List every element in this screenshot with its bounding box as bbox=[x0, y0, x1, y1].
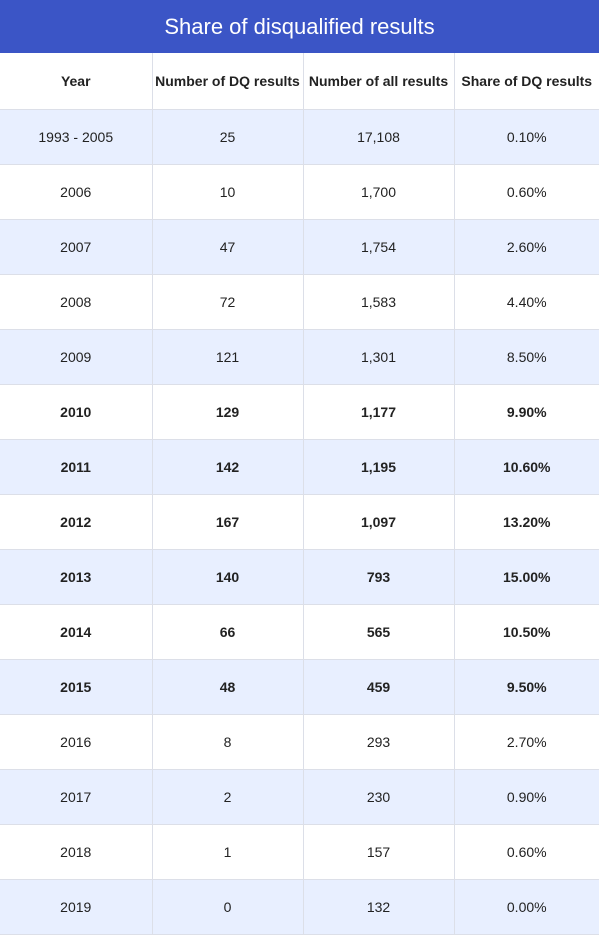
table-row: 2008 72 1,583 4.40% bbox=[0, 274, 599, 330]
table-row: 2018 1 157 0.60% bbox=[0, 824, 599, 880]
cell-dq-count: 72 bbox=[152, 274, 304, 330]
cell-all-count: 230 bbox=[303, 769, 455, 825]
cell-all-count: 157 bbox=[303, 824, 455, 880]
cell-all-count: 293 bbox=[303, 714, 455, 770]
cell-all-count: 1,177 bbox=[303, 384, 455, 440]
cell-dq-count: 1 bbox=[152, 824, 304, 880]
table-row: 2010 129 1,177 9.90% bbox=[0, 384, 599, 440]
table-row: 2012 167 1,097 13.20% bbox=[0, 494, 599, 550]
cell-dq-share: 10.60% bbox=[454, 439, 599, 495]
cell-dq-count: 66 bbox=[152, 604, 304, 660]
cell-year: 2011 bbox=[0, 439, 153, 495]
cell-year: 2012 bbox=[0, 494, 153, 550]
cell-all-count: 132 bbox=[303, 879, 455, 935]
cell-dq-count: 129 bbox=[152, 384, 304, 440]
cell-year: 2008 bbox=[0, 274, 153, 330]
table-row: 2011 142 1,195 10.60% bbox=[0, 439, 599, 495]
cell-year: 2010 bbox=[0, 384, 153, 440]
cell-dq-count: 142 bbox=[152, 439, 304, 495]
cell-year: 2013 bbox=[0, 549, 153, 605]
cell-dq-share: 4.40% bbox=[454, 274, 599, 330]
table-row: 2009 121 1,301 8.50% bbox=[0, 329, 599, 385]
cell-dq-count: 48 bbox=[152, 659, 304, 715]
cell-dq-share: 0.90% bbox=[454, 769, 599, 825]
table-row: 2013 140 793 15.00% bbox=[0, 549, 599, 605]
cell-all-count: 1,301 bbox=[303, 329, 455, 385]
cell-dq-share: 15.00% bbox=[454, 549, 599, 605]
cell-dq-share: 9.90% bbox=[454, 384, 599, 440]
cell-all-count: 1,583 bbox=[303, 274, 455, 330]
cell-year: 2019 bbox=[0, 879, 153, 935]
table-title: Share of disqualified results bbox=[0, 0, 599, 53]
cell-all-count: 1,754 bbox=[303, 219, 455, 275]
table-row: 2016 8 293 2.70% bbox=[0, 714, 599, 770]
cell-year: 2014 bbox=[0, 604, 153, 660]
cell-dq-count: 25 bbox=[152, 109, 304, 165]
cell-year: 2017 bbox=[0, 769, 153, 825]
cell-year: 2016 bbox=[0, 714, 153, 770]
cell-dq-share: 0.60% bbox=[454, 824, 599, 880]
header-year: Year bbox=[0, 53, 153, 110]
cell-dq-count: 8 bbox=[152, 714, 304, 770]
cell-dq-share: 10.50% bbox=[454, 604, 599, 660]
cell-year: 2006 bbox=[0, 164, 153, 220]
table-body: 1993 - 2005 25 17,108 0.10% 2006 10 1,700 0.60%… bbox=[0, 109, 599, 935]
table-row: 2015 48 459 9.50% bbox=[0, 659, 599, 715]
cell-dq-share: 0.00% bbox=[454, 879, 599, 935]
cell-year: 2015 bbox=[0, 659, 153, 715]
cell-dq-share: 9.50% bbox=[454, 659, 599, 715]
cell-all-count: 1,700 bbox=[303, 164, 455, 220]
table-row: 2014 66 565 10.50% bbox=[0, 604, 599, 660]
cell-year: 2007 bbox=[0, 219, 153, 275]
cell-dq-share: 0.10% bbox=[454, 109, 599, 165]
cell-year: 2018 bbox=[0, 824, 153, 880]
cell-all-count: 1,195 bbox=[303, 439, 455, 495]
dq-results-table: Year Number of DQ results Number of all … bbox=[0, 53, 599, 935]
cell-dq-count: 10 bbox=[152, 164, 304, 220]
cell-dq-count: 2 bbox=[152, 769, 304, 825]
cell-all-count: 17,108 bbox=[303, 109, 455, 165]
cell-dq-count: 167 bbox=[152, 494, 304, 550]
cell-dq-count: 121 bbox=[152, 329, 304, 385]
header-all-results: Number of all results bbox=[303, 53, 455, 110]
cell-dq-count: 47 bbox=[152, 219, 304, 275]
cell-dq-share: 8.50% bbox=[454, 329, 599, 385]
cell-dq-share: 2.60% bbox=[454, 219, 599, 275]
table-row: 2006 10 1,700 0.60% bbox=[0, 164, 599, 220]
header-share-dq: Share of DQ results bbox=[454, 53, 599, 110]
cell-all-count: 565 bbox=[303, 604, 455, 660]
table-row: 2017 2 230 0.90% bbox=[0, 769, 599, 825]
cell-dq-count: 0 bbox=[152, 879, 304, 935]
cell-all-count: 793 bbox=[303, 549, 455, 605]
table-row: 1993 - 2005 25 17,108 0.10% bbox=[0, 109, 599, 165]
cell-all-count: 459 bbox=[303, 659, 455, 715]
cell-dq-share: 2.70% bbox=[454, 714, 599, 770]
table-header-row: Year Number of DQ results Number of all … bbox=[0, 53, 599, 110]
table-row: 2019 0 132 0.00% bbox=[0, 879, 599, 935]
cell-year: 1993 - 2005 bbox=[0, 109, 153, 165]
table-row: 2007 47 1,754 2.60% bbox=[0, 219, 599, 275]
cell-year: 2009 bbox=[0, 329, 153, 385]
cell-all-count: 1,097 bbox=[303, 494, 455, 550]
cell-dq-share: 0.60% bbox=[454, 164, 599, 220]
cell-dq-count: 140 bbox=[152, 549, 304, 605]
header-dq-results: Number of DQ results bbox=[152, 53, 304, 110]
cell-dq-share: 13.20% bbox=[454, 494, 599, 550]
